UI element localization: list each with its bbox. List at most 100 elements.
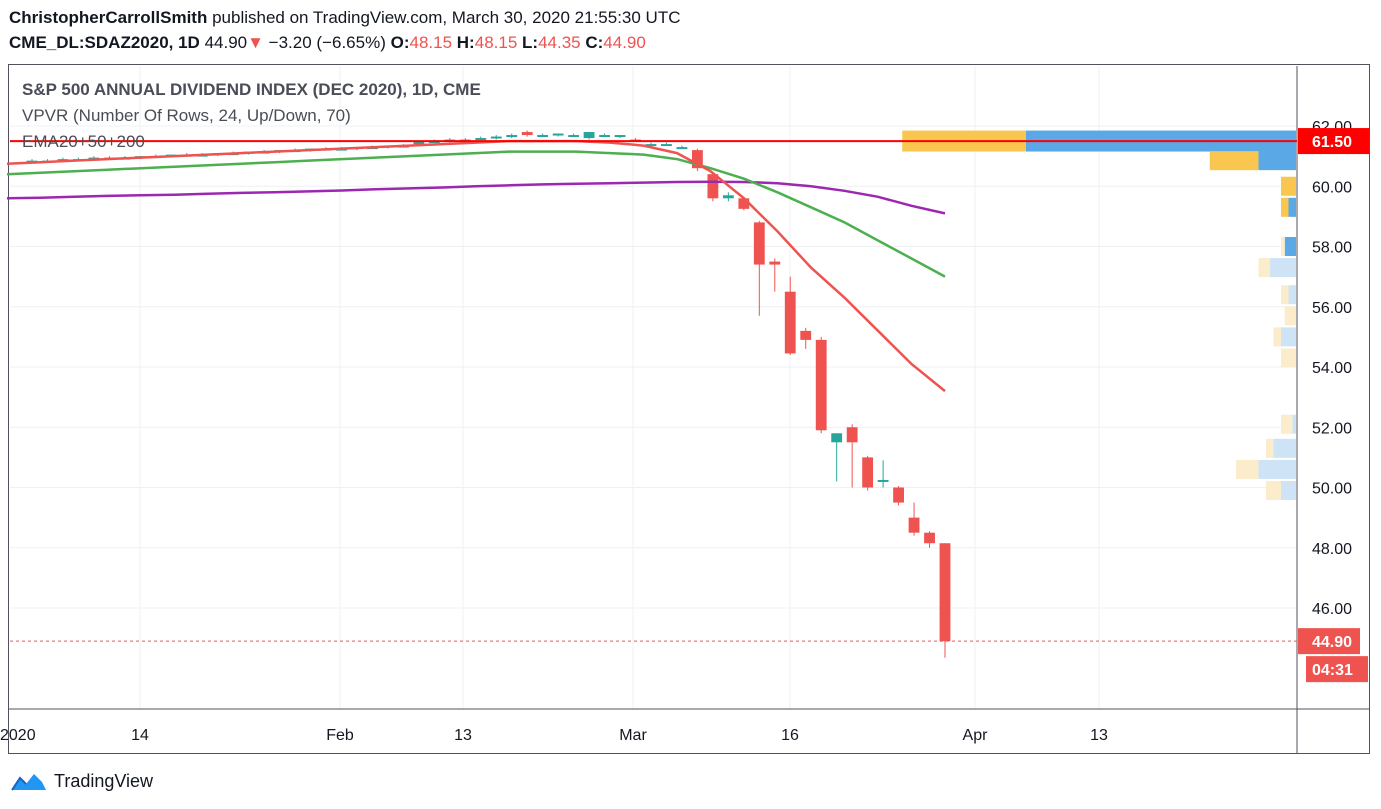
candle-body[interactable] — [846, 427, 858, 443]
volume-profile-down-bar — [1281, 176, 1296, 196]
down-arrow-icon: ▼ — [247, 33, 264, 52]
volume-profile-up-bar — [1273, 438, 1296, 458]
candle-body[interactable] — [599, 135, 610, 138]
high-label: H: — [456, 33, 475, 52]
candle-body[interactable] — [552, 133, 564, 136]
price-tick-label: 54.00 — [1312, 360, 1352, 377]
close-label: C: — [585, 33, 604, 52]
volume-profile-down-bar — [1266, 438, 1274, 458]
ema200-line — [6, 180, 946, 215]
volume-profile-down-bar — [1281, 348, 1296, 368]
candle-body[interactable] — [506, 135, 518, 138]
time-tick-label: Mar — [619, 727, 647, 744]
last-price-label: 44.90 — [1312, 634, 1352, 651]
candle-body[interactable] — [661, 144, 672, 147]
time-tick-label: Apr — [963, 727, 989, 744]
countdown-tag — [1306, 656, 1368, 683]
author-name[interactable]: ChristopherCarrollSmith — [9, 8, 208, 27]
vpvr-legend[interactable]: VPVR (Number Of Rows, 24, Up/Down, 70) — [22, 106, 351, 125]
price-tick-label: 56.00 — [1312, 300, 1352, 317]
candle-body[interactable] — [568, 135, 580, 138]
footer-brand-label: TradingView — [54, 770, 154, 791]
candle-body[interactable] — [800, 330, 812, 340]
candle-body[interactable] — [614, 135, 626, 138]
ema20-line — [6, 139, 946, 393]
price-change: −3.20 (−6.65%) — [268, 33, 386, 52]
volume-profile-down-bar — [1258, 258, 1270, 278]
candle-body[interactable] — [722, 195, 734, 199]
low-label: L: — [522, 33, 539, 52]
time-tick-label: 2020 — [0, 727, 36, 744]
price-tick-label: 46.00 — [1312, 601, 1352, 618]
ema50-line — [6, 150, 946, 278]
candle-body[interactable] — [521, 132, 533, 136]
chart-title: S&P 500 ANNUAL DIVIDEND INDEX (DEC 2020)… — [22, 80, 481, 99]
ema-legend[interactable]: EMA20+50+200 — [22, 132, 145, 151]
price-tick-label: 58.00 — [1312, 240, 1352, 257]
volume-profile-up-bar — [1269, 258, 1296, 278]
candle-body[interactable] — [784, 291, 796, 354]
high-value: 48.15 — [474, 33, 518, 52]
horizontal-line-price-label: 61.50 — [1312, 134, 1352, 151]
price-tick-label: 60.00 — [1312, 179, 1352, 196]
low-value: 44.35 — [538, 33, 581, 52]
volume-profile-down-bar — [1281, 285, 1289, 305]
volume-profile-up-bar — [1284, 237, 1296, 256]
symbol-name[interactable]: CME_DL:SDAZ2020, 1D — [9, 33, 200, 52]
candle-body[interactable] — [475, 138, 487, 141]
last-price-tag — [1298, 628, 1360, 655]
volume-profile-up-bar — [1288, 197, 1296, 217]
time-tick-label: Feb — [326, 727, 354, 744]
volume-profile-up-bar — [1281, 481, 1296, 501]
volume-profile-down-bar — [1236, 459, 1259, 479]
publish-text: published on TradingView.com, March 30, … — [207, 8, 681, 27]
candle-body[interactable] — [908, 517, 920, 533]
candle-body[interactable] — [753, 222, 765, 265]
time-tick-label: 16 — [781, 727, 799, 744]
volume-profile-down-bar — [1266, 481, 1281, 501]
candle-body[interactable] — [707, 174, 719, 199]
open-value: 48.15 — [409, 33, 453, 52]
volume-profile-up-bar — [1258, 151, 1296, 171]
symbol-info: CME_DL:SDAZ2020, 1D 44.90▼ −3.20 (−6.65%… — [9, 33, 646, 53]
candle-body[interactable] — [490, 136, 502, 139]
candle-body[interactable] — [769, 261, 781, 265]
volume-profile-down-bar — [1281, 237, 1285, 256]
volume-profile-up-bar — [1292, 414, 1296, 434]
candle-body[interactable] — [815, 339, 827, 431]
chart-frame — [8, 64, 1370, 754]
footer-brand[interactable]: TradingView — [10, 770, 153, 792]
volume-profile-down-bar — [1281, 414, 1293, 434]
volume-profile-down-bar — [1273, 327, 1281, 347]
candle-body[interactable] — [862, 457, 874, 488]
candle-body[interactable] — [877, 479, 889, 482]
last-price: 44.90 — [204, 33, 248, 52]
price-tick-label: 48.00 — [1312, 541, 1352, 558]
candle-body[interactable] — [676, 147, 688, 150]
time-tick-label: 14 — [131, 727, 149, 744]
volume-profile-up-bar — [1288, 285, 1296, 305]
candle-body[interactable] — [583, 132, 595, 139]
candle-body[interactable] — [645, 144, 657, 147]
time-tick-label: 13 — [1090, 727, 1108, 744]
price-tick-label: 50.00 — [1312, 481, 1352, 498]
close-value: 44.90 — [603, 33, 646, 52]
candle-body[interactable] — [924, 532, 935, 544]
candle-body[interactable] — [691, 150, 703, 169]
candle-body[interactable] — [738, 198, 750, 209]
candle-body[interactable] — [537, 135, 549, 138]
volume-profile-down-bar — [1209, 151, 1259, 171]
publish-info: ChristopherCarrollSmith published on Tra… — [9, 8, 681, 28]
candle-body[interactable] — [893, 487, 904, 503]
volume-profile-up-bar — [1281, 327, 1296, 347]
volume-profile-up-bar — [1258, 459, 1296, 479]
candle-body[interactable] — [831, 433, 843, 443]
candle-body[interactable] — [413, 141, 425, 145]
candle-body[interactable] — [939, 543, 951, 642]
time-tick-label: 13 — [454, 727, 472, 744]
price-tick-label: 52.00 — [1312, 420, 1352, 437]
volume-profile-down-bar — [1281, 197, 1289, 217]
volume-profile-down-bar — [1284, 306, 1296, 326]
countdown-label: 04:31 — [1312, 662, 1353, 679]
